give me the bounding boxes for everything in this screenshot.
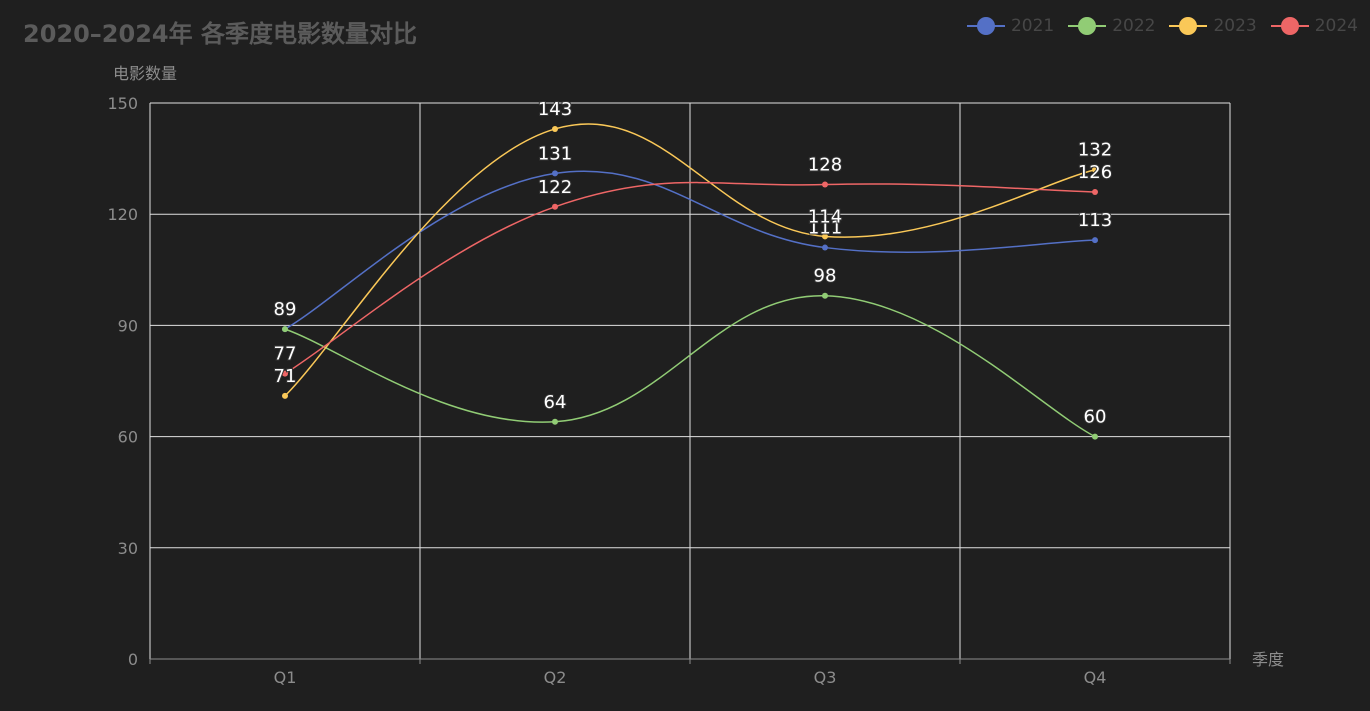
legend-label: 2023	[1213, 16, 1257, 36]
series-line-2021	[284, 170, 1096, 330]
x-tick-label: Q1	[274, 668, 297, 687]
data-point	[552, 170, 558, 177]
data-label: 98	[814, 266, 837, 287]
y-axis-label: 电影数量	[113, 64, 178, 83]
data-point	[1092, 166, 1098, 173]
legend-swatch	[966, 16, 1005, 36]
data-label: 111	[808, 218, 842, 239]
data-point	[552, 125, 558, 132]
data-point	[822, 181, 828, 188]
data-label: 89	[274, 299, 297, 320]
legend-item-2022[interactable]: 2022	[1068, 16, 1155, 36]
legend-label: 2024	[1314, 16, 1358, 36]
series-line-2024	[284, 181, 1096, 375]
y-tick-label: 120	[107, 205, 138, 224]
x-axis-label: 季度	[1252, 650, 1285, 669]
legend-item-2021[interactable]: 2021	[966, 16, 1055, 36]
data-point	[822, 233, 828, 240]
data-label: 126	[1078, 162, 1112, 183]
data-label: 114	[808, 206, 842, 227]
data-point	[1092, 433, 1098, 440]
legend-label: 2022	[1112, 16, 1156, 36]
data-point	[1092, 188, 1098, 195]
data-label: 122	[538, 177, 572, 198]
y-tick-label: 30	[118, 539, 138, 558]
series-line-2022	[284, 294, 1096, 438]
data-point	[1092, 237, 1098, 244]
x-tick-label: Q4	[1084, 668, 1107, 687]
x-tick-label: Q3	[814, 668, 837, 687]
data-label: 77	[274, 344, 297, 365]
legend-item-2023[interactable]: 2023	[1169, 16, 1257, 36]
data-label: 131	[538, 143, 572, 164]
data-point	[822, 292, 828, 299]
legend-item-2024[interactable]: 2024	[1270, 16, 1358, 36]
legend-swatch	[1270, 16, 1309, 36]
legend: 2021 2022 2023 2024	[966, 16, 1358, 36]
data-point	[822, 244, 828, 251]
data-label: 128	[808, 155, 842, 176]
series-line-2023	[284, 123, 1096, 397]
data-point	[282, 392, 288, 399]
y-tick-label: 150	[107, 94, 138, 113]
legend-swatch	[1068, 16, 1107, 36]
y-tick-label: 90	[118, 316, 138, 335]
legend-label: 2021	[1010, 16, 1055, 36]
chart-title: 2020–2024年 各季度电影数量对比	[23, 20, 417, 48]
data-point	[552, 203, 558, 210]
data-label: 60	[1084, 407, 1107, 428]
data-label: 89	[274, 299, 297, 320]
data-label: 113	[1078, 210, 1112, 231]
y-tick-label: 60	[118, 428, 138, 447]
data-point	[282, 326, 288, 333]
data-label: 132	[1078, 140, 1112, 161]
y-tick-label: 0	[128, 650, 138, 669]
data-point	[552, 418, 558, 425]
data-label: 71	[274, 366, 297, 387]
data-point	[282, 370, 288, 377]
x-tick-label: Q2	[544, 668, 567, 687]
data-label: 143	[538, 99, 572, 120]
legend-swatch	[1169, 16, 1208, 36]
data-label: 64	[544, 392, 567, 413]
